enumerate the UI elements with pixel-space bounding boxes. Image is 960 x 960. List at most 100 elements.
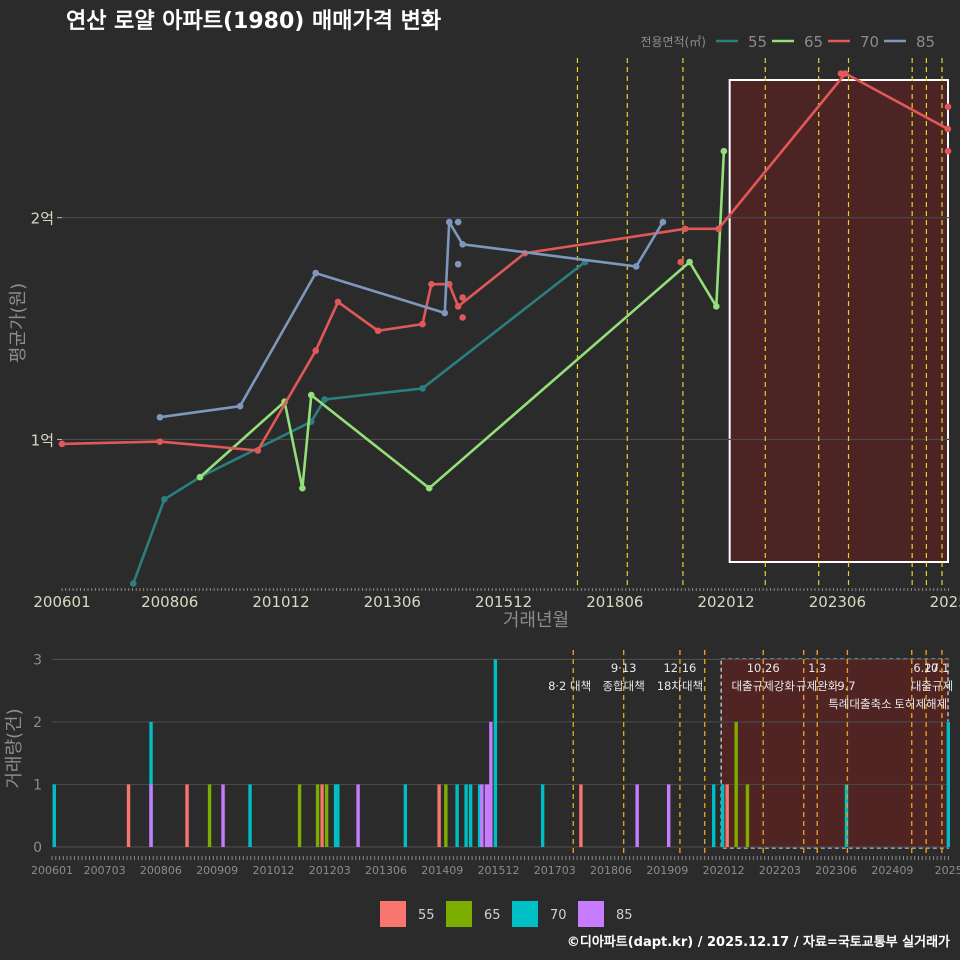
x-tick-label: 200909: [196, 864, 238, 877]
data-point-55: [129, 580, 137, 587]
data-point-70: [459, 314, 466, 321]
policy-annotation: 8·2 대책: [548, 679, 591, 693]
y-tick-label: 1: [33, 777, 42, 793]
source-caption: ©디아파트(dapt.kr) / 2025.12.17 / 자료=국토교통부 실…: [567, 934, 950, 950]
bar-70: [477, 784, 482, 847]
x-tick-label: 201806: [590, 864, 632, 877]
x-tick-label: 2025: [930, 593, 960, 611]
bar-70: [333, 784, 338, 847]
bar-70: [336, 784, 340, 847]
policy-annotation: 18차대책: [657, 679, 703, 693]
data-point-65: [425, 484, 433, 492]
x-tick-label: 201909: [646, 864, 688, 877]
x-tick-label: 201512: [478, 864, 520, 877]
data-point-70: [312, 347, 320, 355]
data-point-85: [445, 218, 453, 226]
bar-70: [540, 784, 545, 847]
highlight-region: [720, 658, 949, 849]
bar-85: [149, 784, 153, 847]
chart-title: 연산 로얄 아파트(1980) 매매가격 변화: [66, 9, 441, 34]
data-point-65: [196, 473, 204, 481]
policy-annotation: 대출규제강화: [731, 679, 795, 693]
data-point-70: [58, 440, 66, 448]
data-point-70: [428, 280, 435, 288]
legend-title: 전용면적(㎡): [640, 35, 706, 49]
x-tick-label: 201012: [252, 593, 309, 611]
bar-65: [315, 784, 320, 847]
bar-85: [484, 784, 489, 847]
policy-annotation: 종합대책: [602, 679, 644, 693]
highlight-region: [728, 79, 950, 563]
series-line-65: [199, 151, 726, 490]
data-point-65: [686, 258, 693, 266]
x-tick-label: 2025: [935, 864, 960, 877]
bar-70: [403, 784, 408, 847]
data-point-70: [944, 103, 952, 111]
volume-legend: 55 65 70 85: [380, 901, 633, 927]
x-tick-label: 202012: [697, 593, 754, 611]
bar-85: [480, 784, 484, 847]
series-line-85: [159, 220, 665, 419]
bar-65: [297, 784, 302, 847]
x-tick-label: 202306: [815, 864, 857, 877]
y-tick-label: 3: [33, 652, 42, 668]
data-point-70: [837, 70, 845, 77]
x-minor-ticks: [51, 856, 949, 860]
bar-65: [324, 784, 329, 847]
data-point-65: [299, 484, 306, 492]
policy-annotation: 10.26: [747, 661, 780, 675]
bar-85: [635, 784, 639, 847]
y-tick-label: 0: [33, 840, 42, 856]
data-point-85: [312, 269, 320, 277]
x-tick-label: 201306: [364, 593, 421, 611]
x-tick-label: 201703: [534, 864, 576, 877]
x-minor-ticks: [61, 588, 949, 591]
bar-85: [666, 784, 671, 847]
x-tick-label: 201806: [586, 593, 643, 611]
legend-label-55: 55: [418, 908, 435, 923]
x-tick-label: 202203: [759, 864, 801, 877]
data-point-70: [445, 280, 453, 288]
x-tick-label: 200703: [84, 864, 126, 877]
bar-85: [489, 721, 493, 847]
legend-swatch-65: [446, 901, 472, 927]
data-point-85: [441, 309, 449, 317]
y-tick-label: 2: [33, 715, 42, 731]
x-axis-title: 거래년월: [503, 610, 569, 631]
x-tick-label: 202012: [703, 864, 745, 877]
data-point-85: [236, 402, 244, 410]
x-tick-label: 202306: [809, 593, 866, 611]
bar-70: [844, 784, 849, 847]
x-tick-label: 202409: [871, 864, 913, 877]
bar-55: [320, 784, 324, 847]
x-tick-label: 201409: [421, 864, 463, 877]
y-tick-label: 2억: [31, 210, 54, 228]
data-point-65: [307, 391, 315, 399]
policy-annotation: 9.7: [837, 679, 855, 693]
data-point-70: [944, 125, 952, 133]
bar-70: [248, 784, 252, 847]
x-tick-label: 201012: [252, 864, 294, 877]
policy-annotation: 6.27: [913, 661, 939, 675]
bar-65: [207, 784, 212, 847]
policy-annotation: 12·16: [663, 661, 696, 675]
y-tick-label: 1억: [31, 431, 54, 449]
policy-annotation: 1.3: [808, 661, 826, 675]
x-tick-label: 200601: [31, 864, 73, 877]
policy-annotation: 대출규제: [911, 679, 953, 693]
policy-annotation: 9·13: [611, 661, 637, 675]
data-point-55: [161, 495, 168, 503]
bar-85: [221, 784, 225, 847]
policy-annotation: 특례대출축소: [828, 697, 891, 711]
bar-65: [444, 784, 448, 847]
legend-label-85: 85: [616, 908, 633, 923]
policy-annotation: 토허제해제: [894, 697, 947, 711]
legend-label-65: 65: [804, 33, 823, 51]
data-point-85: [459, 240, 466, 248]
y-axis-title: 거래량(건): [4, 708, 25, 788]
data-point-70: [681, 225, 689, 233]
bar-55: [725, 784, 729, 847]
policy-annotation: 규제완화: [796, 679, 839, 693]
legend-swatch-70: [512, 901, 538, 927]
